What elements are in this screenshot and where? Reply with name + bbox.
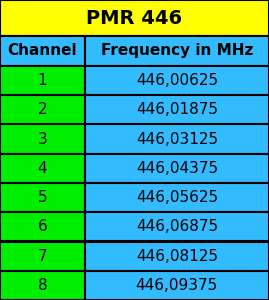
Text: 4: 4: [38, 161, 47, 176]
Text: 446,01875: 446,01875: [136, 102, 218, 117]
Text: 446,04375: 446,04375: [136, 161, 218, 176]
Text: 446,09375: 446,09375: [136, 278, 218, 293]
Bar: [85, 66, 269, 95]
Bar: [0, 124, 85, 154]
Bar: [0, 36, 85, 66]
Bar: [0, 271, 85, 300]
Text: Frequency in MHz: Frequency in MHz: [101, 44, 253, 59]
Text: 7: 7: [38, 249, 47, 264]
Bar: [85, 242, 269, 271]
Bar: [85, 212, 269, 242]
Text: 6: 6: [37, 219, 47, 234]
Bar: [85, 124, 269, 154]
Text: 1: 1: [38, 73, 47, 88]
Bar: [0, 212, 85, 242]
Text: 3: 3: [37, 132, 47, 147]
Text: 2: 2: [38, 102, 47, 117]
Text: 446,00625: 446,00625: [136, 73, 218, 88]
Text: 446,06875: 446,06875: [136, 219, 218, 234]
Bar: [0, 95, 85, 124]
Text: 446,08125: 446,08125: [136, 249, 218, 264]
Bar: [85, 154, 269, 183]
Bar: [85, 36, 269, 66]
Bar: [0, 242, 85, 271]
Text: 446,03125: 446,03125: [136, 132, 218, 147]
Bar: [85, 183, 269, 212]
Bar: [0, 154, 85, 183]
Bar: [85, 271, 269, 300]
Text: PMR 446: PMR 446: [86, 8, 183, 28]
Bar: [0, 183, 85, 212]
Text: 446,05625: 446,05625: [136, 190, 218, 205]
Bar: [85, 95, 269, 124]
Text: 5: 5: [38, 190, 47, 205]
Bar: [0, 0, 269, 36]
Text: Channel: Channel: [8, 44, 77, 59]
Bar: [0, 66, 85, 95]
Text: 8: 8: [38, 278, 47, 293]
